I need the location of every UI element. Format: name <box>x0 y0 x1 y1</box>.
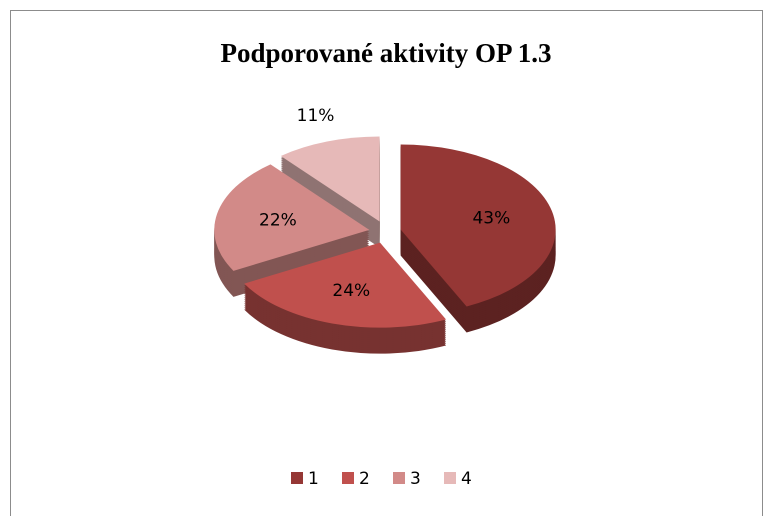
slice <box>244 242 447 328</box>
data-label: 22% <box>259 210 297 230</box>
legend-label: 1 <box>308 469 319 489</box>
data-label: 43% <box>472 208 510 228</box>
data-label: 11% <box>297 106 335 126</box>
chart-title: Podporované aktivity OP 1.3 <box>220 38 551 68</box>
legend-label: 3 <box>410 469 421 489</box>
legend-swatch <box>393 472 405 484</box>
data-label: 24% <box>332 281 370 301</box>
slice <box>400 144 556 307</box>
legend-swatch <box>291 472 303 484</box>
legend-label: 4 <box>461 469 472 489</box>
legend-swatch <box>444 472 456 484</box>
slice <box>280 136 380 222</box>
legend-label: 2 <box>359 469 370 489</box>
slice <box>214 164 370 271</box>
legend-swatch <box>342 472 354 484</box>
